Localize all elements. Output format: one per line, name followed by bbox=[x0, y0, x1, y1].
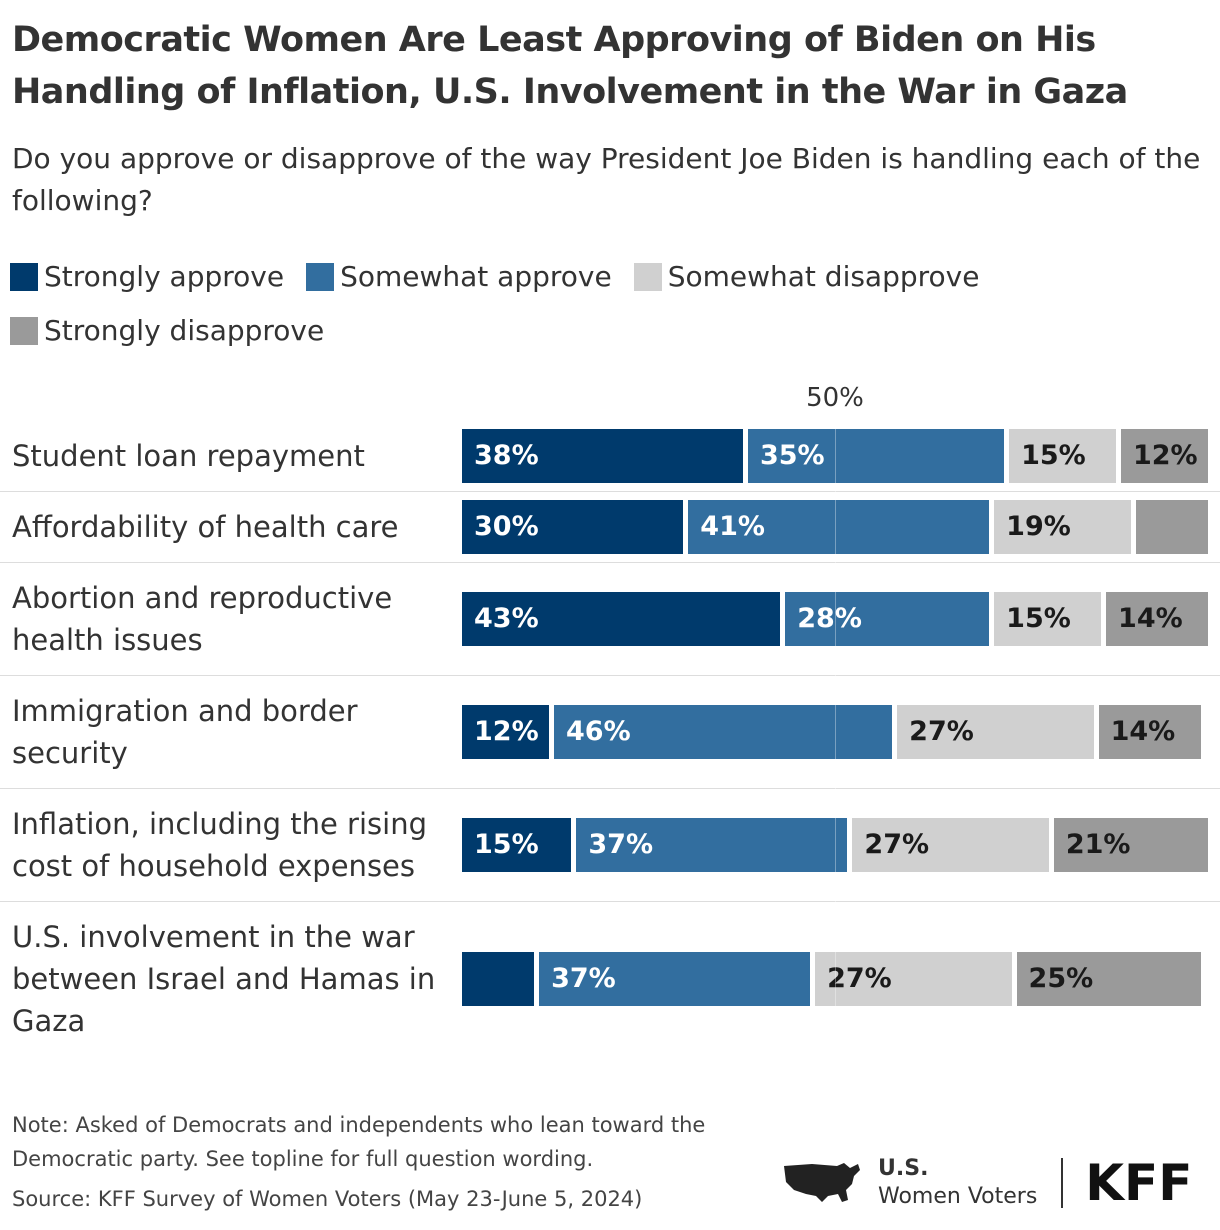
value-label: 14% bbox=[1110, 716, 1176, 747]
value-label: 12% bbox=[1132, 440, 1198, 471]
value-label: 27% bbox=[909, 716, 974, 747]
legend: Strongly approve Somewhat approve Somewhat… bbox=[10, 250, 1090, 358]
bar-segment: 12% bbox=[1120, 429, 1208, 483]
value-label: 35% bbox=[759, 440, 825, 471]
category-label: Affordability of health care bbox=[12, 510, 399, 544]
value-label: 37% bbox=[588, 829, 654, 860]
bar-group: 37% 27% 25% bbox=[462, 952, 1208, 1006]
value-label: 12% bbox=[474, 716, 539, 747]
bar-group: 12% 46% 27% 14% bbox=[462, 705, 1208, 759]
value-label: 27% bbox=[864, 829, 930, 860]
bar-group: 15% 37% 27% 21% bbox=[462, 818, 1208, 872]
brand-line1: U.S. bbox=[878, 1156, 929, 1181]
legend-label: Somewhat approve bbox=[340, 260, 612, 293]
row: Immigration and border security 12% 46% 27%… bbox=[0, 676, 1220, 789]
bar-segment: 15% bbox=[1009, 429, 1116, 483]
value-label: 38% bbox=[474, 440, 539, 471]
legend-item: Somewhat disapprove bbox=[633, 250, 980, 304]
us-map-icon bbox=[784, 1163, 860, 1202]
row: U.S. involvement in the war between Isra… bbox=[0, 902, 1220, 1056]
bar-group: 43% 28% 15% 14% bbox=[462, 592, 1208, 646]
category-label: Student loan repayment bbox=[12, 439, 365, 473]
legend-label: Strongly approve bbox=[44, 260, 285, 293]
bar-segment: 43% bbox=[462, 592, 781, 646]
value-label: 43% bbox=[474, 603, 539, 634]
bar-segment: 35% bbox=[747, 429, 1005, 483]
legend-item: Somewhat approve bbox=[306, 250, 612, 304]
category-label: U.S. involvement in the war between Isra… bbox=[12, 920, 436, 1038]
value-label: 28% bbox=[797, 603, 862, 634]
bar-segment: 27% bbox=[897, 705, 1094, 759]
bar-group: 38% 35% 15% 12% bbox=[462, 429, 1208, 483]
value-label: 15% bbox=[1021, 440, 1086, 471]
chart-title: Democratic Women Are Least Approving of … bbox=[12, 20, 1128, 112]
chart-subtitle: Do you approve or disapprove of the way … bbox=[12, 142, 1201, 217]
bar-segment: 27% bbox=[852, 818, 1049, 872]
bar-segment: 15% bbox=[994, 592, 1102, 646]
value-label: 46% bbox=[566, 716, 631, 747]
row: Student loan repayment 38% 35% 15% 12% bbox=[0, 421, 1220, 492]
value-label: 15% bbox=[1006, 603, 1071, 634]
value-label: 15% bbox=[474, 829, 539, 860]
row: Inflation, including the rising cost of … bbox=[0, 789, 1220, 902]
note: Note: Asked of Democrats and independent… bbox=[12, 1113, 706, 1171]
legend-swatch bbox=[306, 263, 335, 291]
bar-segment: 19% bbox=[994, 500, 1131, 554]
value-label: 30% bbox=[474, 511, 539, 542]
midline bbox=[835, 428, 836, 1028]
bar-segment: 25% bbox=[1016, 952, 1201, 1006]
value-label: 21% bbox=[1065, 829, 1131, 860]
legend-item: Strongly approve bbox=[10, 250, 284, 304]
midline-label: 50% bbox=[806, 383, 864, 413]
bar-segment: 46% bbox=[554, 705, 893, 759]
value-label: 27% bbox=[827, 963, 892, 994]
legend-item: Strongly disapprove bbox=[10, 304, 324, 358]
bar-segment: 30% bbox=[462, 500, 684, 554]
bar-segment bbox=[1135, 500, 1208, 554]
bar-group: 30% 41% 19% bbox=[462, 500, 1208, 554]
legend-label: Somewhat disapprove bbox=[667, 260, 980, 293]
legend-swatch bbox=[10, 263, 38, 291]
row: Affordability of health care 30% 41% 19% bbox=[0, 492, 1220, 563]
bar-segment bbox=[462, 952, 535, 1006]
legend-swatch bbox=[633, 263, 662, 291]
brand-text: U.S. Women Voters bbox=[878, 1155, 1037, 1211]
category-label: Abortion and reproductive health issues bbox=[12, 581, 393, 657]
brand-line2: Women Voters bbox=[878, 1184, 1038, 1209]
bar-segment: 14% bbox=[1098, 705, 1201, 759]
value-label: 14% bbox=[1118, 603, 1183, 634]
bar-segment: 38% bbox=[462, 429, 743, 483]
branding: U.S. Women Voters KFF bbox=[782, 1155, 1192, 1211]
bar-segment: 41% bbox=[688, 500, 990, 554]
row: Abortion and reproductive health issues 4… bbox=[0, 563, 1220, 676]
legend-swatch bbox=[10, 317, 38, 345]
source: Source: KFF Survey of Women Voters (May … bbox=[12, 1187, 643, 1211]
brand-logo: KFF bbox=[1061, 1158, 1192, 1208]
category-label: Inflation, including the rising cost of … bbox=[12, 807, 427, 883]
value-label: 37% bbox=[551, 963, 616, 994]
category-label: Immigration and border security bbox=[12, 694, 358, 770]
bar-segment: 21% bbox=[1053, 818, 1208, 872]
bar-segment: 37% bbox=[576, 818, 848, 872]
bar-segment: 27% bbox=[815, 952, 1012, 1006]
legend-label: Strongly disapprove bbox=[44, 314, 325, 347]
value-label: 19% bbox=[1006, 511, 1071, 542]
value-label: 25% bbox=[1028, 963, 1094, 994]
bar-segment: 37% bbox=[539, 952, 811, 1006]
value-label: 41% bbox=[700, 511, 765, 542]
bar-segment: 12% bbox=[462, 705, 550, 759]
bar-segment: 28% bbox=[785, 592, 990, 646]
bar-segment: 14% bbox=[1106, 592, 1208, 646]
plot: Student loan repayment 38% 35% 15% 12% Afford… bbox=[0, 421, 1220, 1056]
bar-segment: 15% bbox=[462, 818, 572, 872]
